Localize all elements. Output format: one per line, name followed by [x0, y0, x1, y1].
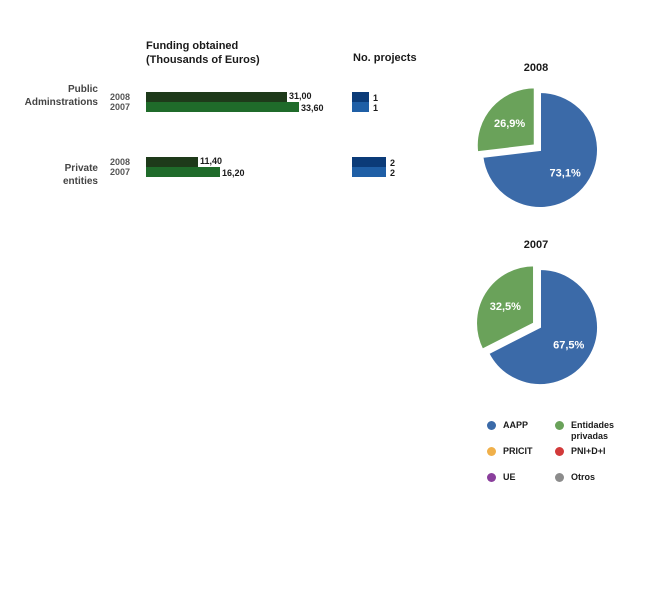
pie-slice-label: 67,5% [553, 340, 584, 352]
pie-slice [475, 86, 536, 154]
project-bar [352, 102, 369, 112]
bar-value-label: 33,60 [301, 103, 324, 113]
row-label: Private entities [62, 163, 98, 187]
project-bar [352, 167, 386, 177]
funding-bar [146, 102, 299, 112]
year-label: 2008 [110, 92, 131, 102]
pie-slice [486, 267, 599, 386]
project-value-label: 2 [390, 158, 396, 168]
project-value-label: 1 [373, 103, 379, 113]
pie-slice-label: 73,1% [550, 167, 581, 179]
bar-value-label: 31,00 [289, 91, 312, 101]
year-label: 2007 [110, 167, 131, 177]
legend-swatch [487, 421, 496, 430]
legend-label: AAPP [503, 420, 529, 430]
projects-header: No. projects [353, 52, 417, 64]
bar-value-label: 16,20 [222, 168, 245, 178]
pie-slice [481, 90, 599, 209]
pie-2008-title: 2008 [523, 62, 549, 74]
row-label: Public Adminstrations [24, 84, 98, 108]
legend-swatch [555, 421, 564, 430]
pie-slice-label: 26,9% [494, 118, 525, 130]
project-value-label: 1 [373, 93, 379, 103]
legend-swatch [555, 473, 564, 482]
project-bar [352, 157, 386, 167]
legend-label: PNI+D+I [571, 446, 606, 456]
legend-swatch [555, 447, 564, 456]
funding-header: Funding obtained (Thousands of Euros) [146, 40, 260, 66]
project-bar [352, 92, 369, 102]
funding-bar [146, 167, 220, 177]
pie-chart-2007: 67,5% 32,5% [475, 264, 599, 386]
legend-label: UE [503, 472, 516, 482]
pie-slice-label: 32,5% [490, 301, 521, 313]
pie-slice [475, 264, 536, 352]
project-value-label: 2 [390, 168, 396, 178]
legend-swatch [487, 447, 496, 456]
funding-bar [146, 92, 287, 102]
legend-label: Entidades privadas [571, 420, 615, 441]
bar-value-label: 11,40 [200, 156, 223, 166]
pie-chart-2008: 73,1% 26,9% [475, 86, 599, 209]
legend-swatch [487, 473, 496, 482]
pie-2007-title: 2007 [523, 239, 549, 251]
legend-label: Otros [571, 472, 596, 482]
funding-bar [146, 157, 198, 167]
year-label: 2007 [110, 102, 131, 112]
year-label: 2008 [110, 157, 131, 167]
legend-label: PRICIT [503, 446, 533, 456]
